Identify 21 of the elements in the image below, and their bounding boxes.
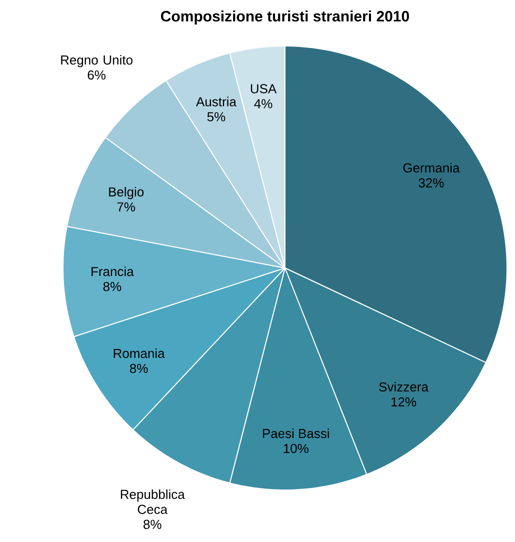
data-label: 8%: [103, 282, 122, 292]
slice-label: Romania: [114, 348, 165, 358]
data-label: 10%: [284, 444, 308, 454]
chart-title: Composizione turisti stranieri 2010: [160, 10, 409, 25]
data-label: 5%: [207, 112, 226, 122]
data-label: 7%: [117, 202, 136, 212]
slice-label: USA: [250, 84, 277, 94]
data-label: 8%: [130, 364, 148, 374]
slice-label: Svizzera: [379, 382, 428, 392]
data-label: 32%: [418, 178, 444, 188]
slice-label: Francia: [92, 266, 134, 276]
slice-label: Paesi Bassi: [262, 428, 329, 438]
data-label: 12%: [392, 397, 416, 406]
slice-label: Germania: [403, 162, 460, 172]
data-label: 8%: [144, 520, 162, 529]
slice-label: Repubblica Ceca: [120, 489, 185, 514]
data-label: 6%: [88, 70, 106, 80]
slice-label: Regno Unito: [61, 55, 132, 68]
slice-label: Austria: [196, 96, 236, 106]
slice-label: Belgio: [109, 186, 144, 200]
data-label: 4%: [254, 99, 272, 108]
